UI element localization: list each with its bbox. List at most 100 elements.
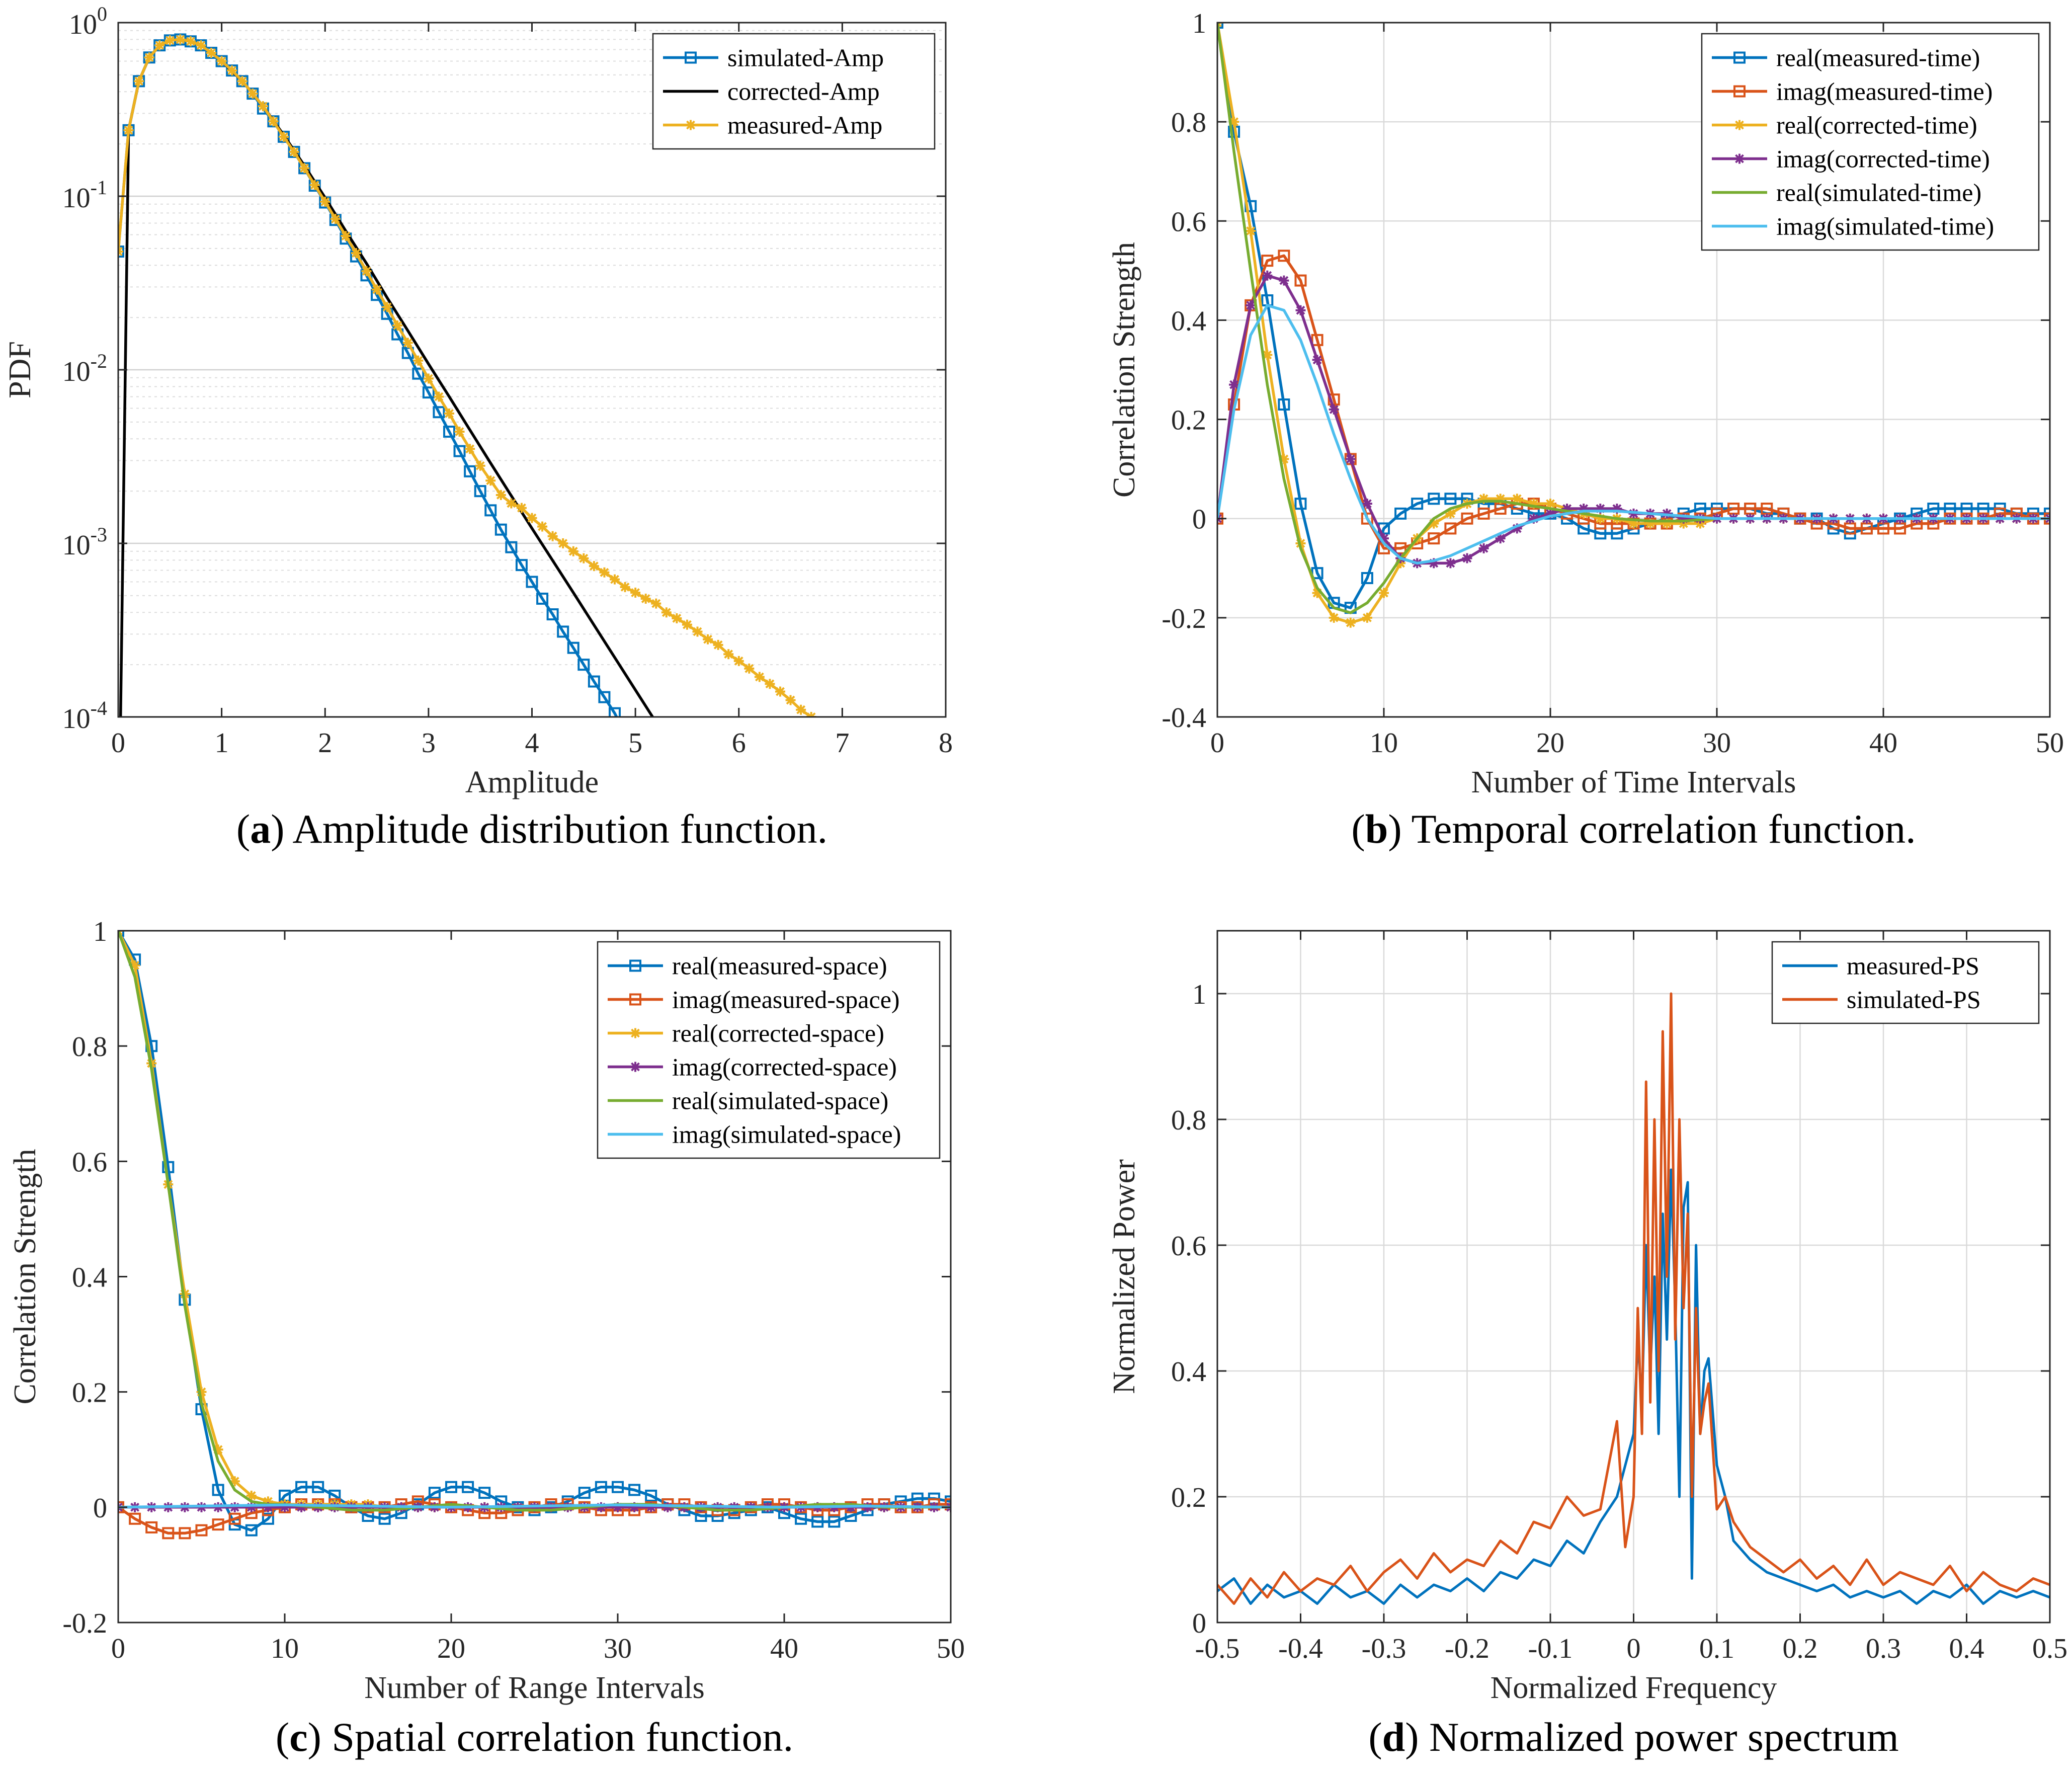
x-tick-label: 30 bbox=[604, 1633, 632, 1664]
data-point bbox=[516, 503, 527, 513]
data-point bbox=[382, 302, 392, 312]
data-point bbox=[568, 546, 578, 556]
data-point bbox=[320, 196, 330, 207]
data-point bbox=[392, 320, 403, 331]
legend: measured-PS simulated-PS bbox=[1771, 941, 2040, 1024]
x-tick-label: -0.5 bbox=[1195, 1633, 1240, 1664]
data-point bbox=[547, 531, 558, 541]
data-point bbox=[464, 465, 476, 477]
y-tick-label: 0.6 bbox=[1171, 206, 1206, 237]
y-tick-label: 0 bbox=[1192, 1608, 1206, 1639]
data-point bbox=[289, 146, 299, 157]
x-tick-label: 0.5 bbox=[2032, 1633, 2067, 1664]
data-point bbox=[588, 675, 600, 688]
data-point bbox=[795, 1512, 807, 1525]
data-point bbox=[754, 672, 765, 682]
y-tick-label: 10-2 bbox=[62, 350, 107, 387]
legend-label: imag(measured-space) bbox=[672, 986, 900, 1014]
data-point bbox=[378, 1512, 391, 1525]
legend-entry: measured-PS bbox=[1782, 952, 1979, 980]
x-tick-label: 7 bbox=[835, 727, 849, 759]
data-point bbox=[506, 498, 517, 509]
y-tick-label: 100 bbox=[69, 3, 107, 40]
x-tick-label: 0 bbox=[1210, 727, 1224, 759]
series-line bbox=[118, 1503, 951, 1509]
data-point bbox=[1279, 275, 1289, 286]
x-tick-label: 3 bbox=[422, 727, 436, 759]
data-point bbox=[454, 427, 465, 437]
data-point bbox=[195, 1524, 208, 1536]
legend-label: simulated-PS bbox=[1847, 986, 1981, 1014]
x-tick-label: 20 bbox=[437, 1633, 465, 1664]
data-point bbox=[630, 587, 641, 598]
data-point bbox=[262, 1512, 274, 1525]
series-real(simulated-time) bbox=[1217, 23, 2050, 614]
legend-label: real(corrected-time) bbox=[1776, 111, 1977, 139]
ticks: 0 1 2 3 4 5 6 7 8 10-4 10-3 10-2 10-1 100 bbox=[62, 3, 953, 759]
data-point bbox=[118, 246, 123, 257]
data-point bbox=[175, 34, 186, 45]
data-point bbox=[413, 355, 424, 366]
data-point bbox=[474, 485, 486, 498]
data-point bbox=[216, 56, 227, 66]
series-line bbox=[1217, 23, 2050, 614]
data-point bbox=[796, 704, 806, 715]
y-tick-label: 10-1 bbox=[62, 176, 107, 214]
legend-label: simulated-Amp bbox=[727, 44, 884, 72]
legend-label: real(corrected-space) bbox=[672, 1019, 884, 1047]
x-tick-label: 10 bbox=[1370, 727, 1398, 759]
x-tick-label: 10 bbox=[271, 1633, 299, 1664]
legend-label: real(simulated-time) bbox=[1776, 179, 1981, 207]
panel-caption: (b) Temporal correlation function. bbox=[1351, 806, 1916, 852]
data-point bbox=[1428, 493, 1440, 505]
legend-marker bbox=[630, 1062, 640, 1072]
legend-entry: real(simulated-space) bbox=[608, 1087, 888, 1115]
x-tick-label: -0.3 bbox=[1362, 1633, 1406, 1664]
data-point bbox=[212, 1484, 224, 1496]
series-group bbox=[118, 33, 826, 787]
data-point bbox=[1217, 23, 1222, 28]
legend-entry: imag(simulated-space) bbox=[608, 1120, 901, 1149]
data-point bbox=[475, 460, 485, 471]
data-point bbox=[229, 1502, 240, 1512]
data-point bbox=[640, 593, 651, 604]
data-point bbox=[245, 1524, 258, 1536]
series-imag(simulated-space) bbox=[118, 1503, 951, 1509]
data-point bbox=[589, 561, 599, 572]
x-tick-label: 50 bbox=[2036, 727, 2064, 759]
data-point bbox=[145, 1521, 158, 1533]
x-tick-label: 0.1 bbox=[1699, 1633, 1734, 1664]
legend-label: real(measured-space) bbox=[672, 952, 887, 980]
data-point bbox=[372, 284, 382, 295]
data-point bbox=[361, 266, 372, 276]
data-point bbox=[1411, 498, 1424, 510]
data-point bbox=[806, 712, 816, 717]
data-point bbox=[816, 720, 826, 730]
data-point bbox=[672, 613, 682, 623]
data-point bbox=[1246, 226, 1256, 236]
legend-label: real(measured-time) bbox=[1776, 44, 1980, 72]
data-point bbox=[536, 592, 549, 605]
data-point bbox=[651, 777, 661, 787]
y-tick-label: 0.2 bbox=[72, 1378, 107, 1409]
series-line bbox=[1217, 992, 2050, 1605]
y-axis-label: PDF bbox=[3, 341, 37, 398]
data-point bbox=[1361, 572, 1373, 584]
y-tick-label: 0.6 bbox=[1171, 1231, 1206, 1262]
legend-marker bbox=[630, 1028, 640, 1038]
y-tick-label: 0.2 bbox=[1171, 1482, 1206, 1513]
y-tick-label: -0.2 bbox=[1162, 603, 1206, 634]
y-tick-label: 0.4 bbox=[1171, 1356, 1206, 1388]
panel-caption: (a) Amplitude distribution function. bbox=[236, 806, 827, 852]
data-point bbox=[1329, 404, 1339, 415]
data-point bbox=[162, 1161, 175, 1173]
data-point bbox=[1444, 493, 1457, 505]
data-point bbox=[164, 35, 175, 46]
data-point bbox=[692, 626, 703, 637]
data-point bbox=[595, 1481, 607, 1493]
y-tick-label: 0 bbox=[93, 1493, 107, 1524]
legend-entry: real(corrected-space) bbox=[608, 1019, 884, 1047]
series-measured-PS bbox=[1217, 1168, 2050, 1605]
y-tick-label: 1 bbox=[1192, 8, 1206, 39]
